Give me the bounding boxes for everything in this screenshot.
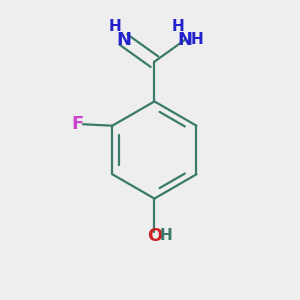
Text: H: H bbox=[109, 19, 122, 34]
Text: H: H bbox=[172, 19, 184, 34]
Text: H: H bbox=[190, 32, 203, 47]
Text: O: O bbox=[147, 227, 162, 245]
Text: N: N bbox=[178, 31, 193, 49]
Text: N: N bbox=[116, 31, 131, 49]
Text: H: H bbox=[160, 229, 172, 244]
Text: F: F bbox=[71, 115, 84, 133]
